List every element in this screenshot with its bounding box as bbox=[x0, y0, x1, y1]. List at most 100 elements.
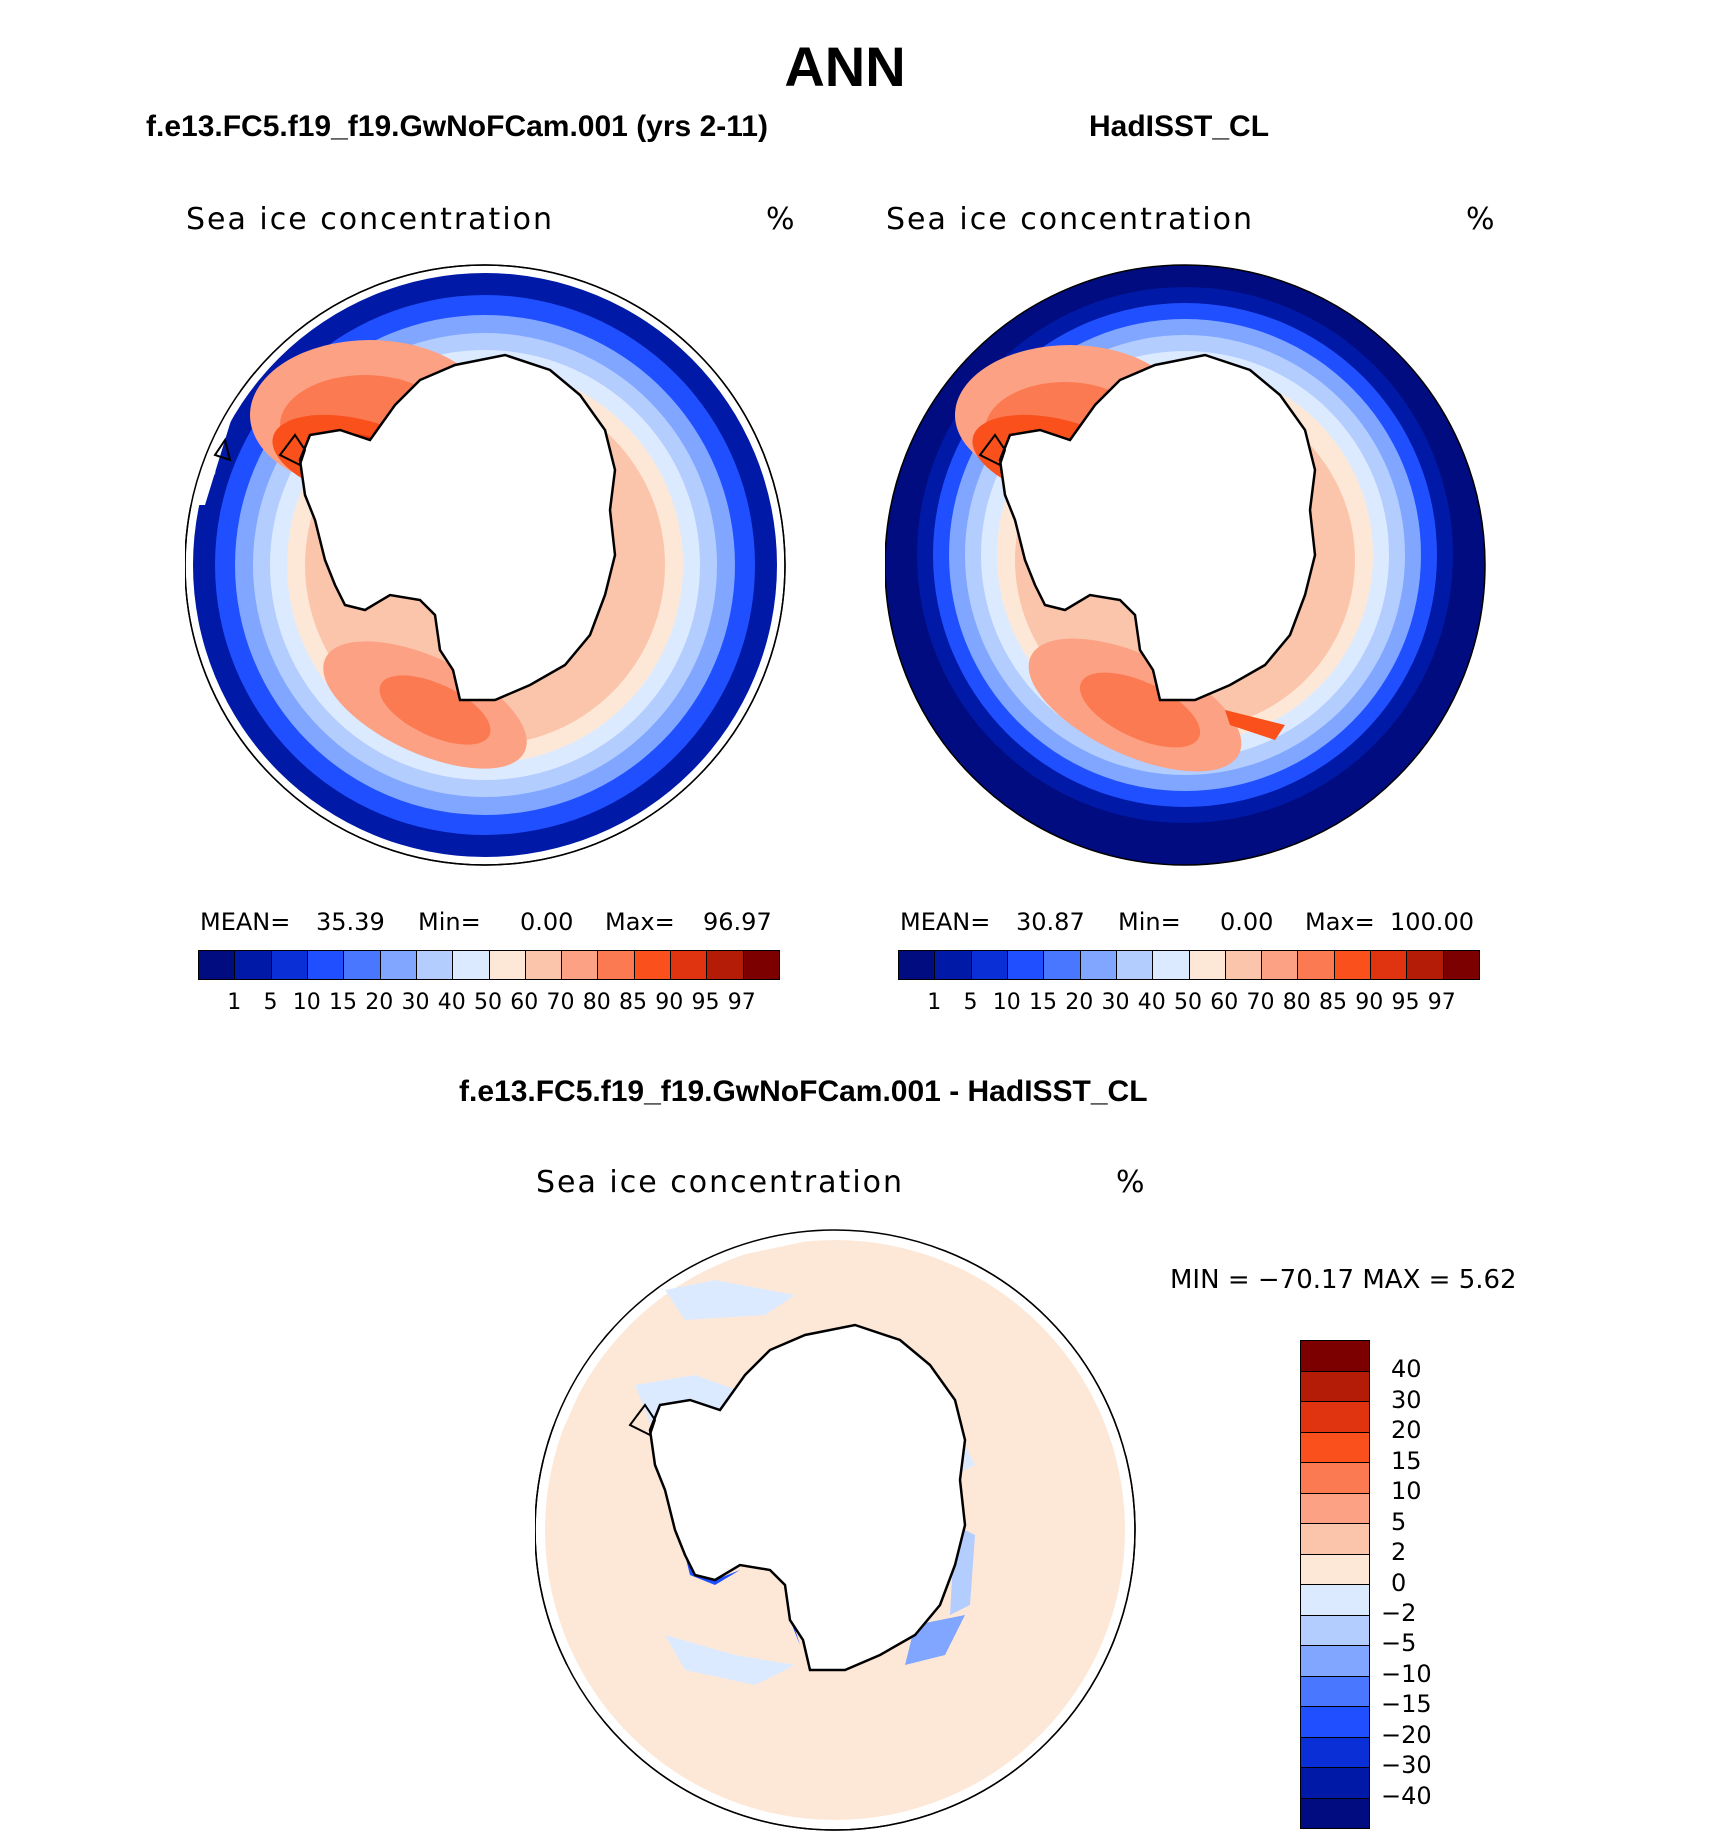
panel-1-map bbox=[185, 255, 805, 866]
colorbar-tick-label: 1 bbox=[227, 990, 242, 1015]
diff-colorbar-swatch bbox=[1301, 1432, 1369, 1463]
colorbar-tick-label: 30 bbox=[401, 990, 430, 1015]
colorbar-swatch bbox=[380, 951, 417, 979]
panel-2-max-label: Max= bbox=[1305, 908, 1375, 936]
diff-minmax: MIN = −70.17 MAX = 5.62 bbox=[1170, 1265, 1517, 1295]
diff-colorbar-tick-label: 5 bbox=[1391, 1507, 1407, 1536]
colorbar-swatch bbox=[1007, 951, 1045, 979]
colorbar-swatch bbox=[1371, 951, 1408, 979]
diff-colorbar-swatch bbox=[1301, 1615, 1369, 1646]
panel-2-mean-label: MEAN= bbox=[900, 908, 991, 936]
diff-colorbar-tick-label: 15 bbox=[1391, 1446, 1422, 1475]
page-title: ANN bbox=[784, 35, 906, 98]
colorbar-tick-label: 20 bbox=[1065, 990, 1094, 1015]
diff-colorbar-swatch bbox=[1301, 1676, 1369, 1707]
colorbar-tick-label: 95 bbox=[691, 990, 720, 1015]
diff-colorbar-swatch bbox=[1301, 1341, 1369, 1372]
colorbar-swatch bbox=[1225, 951, 1263, 979]
panel-2-min-label: Min= bbox=[1118, 908, 1181, 936]
diff-colorbar-swatch bbox=[1301, 1707, 1369, 1738]
panel-1-min-value: 0.00 bbox=[520, 908, 574, 936]
colorbar-swatch bbox=[199, 951, 236, 979]
panel-1-field-name: Sea ice concentration bbox=[186, 202, 555, 237]
colorbar-swatch bbox=[1443, 951, 1479, 979]
colorbar-swatch bbox=[271, 951, 308, 979]
colorbar-tick-label: 90 bbox=[1355, 990, 1384, 1015]
colorbar-tick-label: 85 bbox=[1319, 990, 1347, 1015]
colorbar-tick-label: 5 bbox=[963, 990, 978, 1015]
colorbar-tick-label: 70 bbox=[1246, 990, 1275, 1015]
colorbar-swatch bbox=[1334, 951, 1372, 979]
colorbar-swatch bbox=[671, 951, 708, 979]
colorbar-swatch bbox=[1298, 951, 1335, 979]
colorbar-tick-label: 97 bbox=[1427, 990, 1456, 1015]
colorbar-swatch bbox=[1116, 951, 1154, 979]
diff-colorbar-tick-label: −15 bbox=[1381, 1690, 1432, 1719]
diff-colorbar-tick-label: 40 bbox=[1391, 1355, 1422, 1384]
diff-colorbar-swatch bbox=[1301, 1524, 1369, 1555]
panel-2-mean-value: 30.87 bbox=[1016, 908, 1085, 936]
colorbar-tick-label: 20 bbox=[365, 990, 394, 1015]
colorbar-swatch bbox=[235, 951, 272, 979]
colorbar-swatch bbox=[525, 951, 563, 979]
colorbar-swatch bbox=[1262, 951, 1299, 979]
panel-1-colorbar bbox=[198, 950, 780, 980]
diff-colorbar-swatch bbox=[1301, 1737, 1369, 1768]
colorbar-swatch bbox=[1189, 951, 1226, 979]
diff-colorbar-tick-label: 30 bbox=[1391, 1385, 1422, 1414]
colorbar-tick-label: 10 bbox=[992, 990, 1021, 1015]
colorbar-swatch bbox=[1080, 951, 1117, 979]
colorbar-tick-label: 40 bbox=[1137, 990, 1166, 1015]
diff-field-name: Sea ice concentration bbox=[536, 1165, 905, 1200]
colorbar-swatch bbox=[307, 951, 345, 979]
diff-colorbar bbox=[1300, 1340, 1370, 1829]
colorbar-tick-label: 15 bbox=[329, 990, 357, 1015]
diff-colorbar-ticks: 40 30 20 15 10 5 2 0 −2 −5 −10 −15 −20 −30 −40 bbox=[1381, 1340, 1465, 1827]
diff-colorbar-tick-label: 10 bbox=[1391, 1477, 1422, 1506]
diff-colorbar-swatch bbox=[1301, 1585, 1369, 1616]
colorbar-swatch bbox=[707, 951, 744, 979]
diff-antarctica bbox=[648, 1323, 967, 1672]
panel-2-max-value: 100.00 bbox=[1390, 908, 1474, 936]
panel-1-antarctica bbox=[298, 353, 617, 702]
diff-colorbar-swatch bbox=[1301, 1371, 1369, 1402]
diff-colorbar-swatch bbox=[1301, 1646, 1369, 1677]
diff-colorbar-tick-label: 20 bbox=[1391, 1416, 1422, 1445]
colorbar-swatch bbox=[344, 951, 381, 979]
colorbar-tick-label: 97 bbox=[727, 990, 756, 1015]
panel-1-min-label: Min= bbox=[418, 908, 481, 936]
colorbar-swatch bbox=[489, 951, 526, 979]
panel-2-units: % bbox=[1466, 202, 1497, 237]
colorbar-tick-label: 70 bbox=[546, 990, 575, 1015]
colorbar-tick-label: 10 bbox=[292, 990, 321, 1015]
panel-2-case-title: HadISST_CL bbox=[1089, 110, 1270, 143]
diff-map bbox=[535, 1225, 1145, 1835]
colorbar-tick-label: 50 bbox=[1174, 990, 1202, 1015]
diff-colorbar-tick-label: 0 bbox=[1391, 1568, 1407, 1597]
panel-1-max-value: 96.97 bbox=[703, 908, 772, 936]
panel-2-min-value: 0.00 bbox=[1220, 908, 1274, 936]
diff-colorbar-tick-label: −2 bbox=[1381, 1598, 1417, 1627]
diff-colorbar-tick-label: −20 bbox=[1381, 1720, 1432, 1749]
panel-2-field-name: Sea ice concentration bbox=[886, 202, 1255, 237]
diff-colorbar-swatch bbox=[1301, 1798, 1369, 1828]
diff-colorbar-swatch bbox=[1301, 1554, 1369, 1585]
colorbar-swatch bbox=[598, 951, 635, 979]
colorbar-tick-label: 50 bbox=[474, 990, 502, 1015]
colorbar-swatch bbox=[1153, 951, 1190, 979]
colorbar-tick-label: 60 bbox=[510, 990, 539, 1015]
colorbar-tick-label: 30 bbox=[1101, 990, 1130, 1015]
panel-1-max-label: Max= bbox=[605, 908, 675, 936]
colorbar-tick-label: 95 bbox=[1391, 990, 1420, 1015]
diff-case-title: f.e13.FC5.f19_f19.GwNoFCam.001 - HadISST… bbox=[459, 1075, 1148, 1108]
panel-1-units: % bbox=[766, 202, 797, 237]
panel-1-colorbar-ticks: 1 5 10 15 20 30 40 50 60 70 80 85 90 95 97 bbox=[198, 990, 778, 1020]
colorbar-tick-label: 1 bbox=[927, 990, 942, 1015]
colorbar-swatch bbox=[935, 951, 972, 979]
diff-units: % bbox=[1116, 1165, 1147, 1200]
colorbar-tick-label: 15 bbox=[1029, 990, 1057, 1015]
panel-2-colorbar bbox=[898, 950, 1480, 980]
colorbar-swatch bbox=[899, 951, 936, 979]
colorbar-tick-label: 85 bbox=[619, 990, 647, 1015]
panel-1-mean-label: MEAN= bbox=[200, 908, 291, 936]
